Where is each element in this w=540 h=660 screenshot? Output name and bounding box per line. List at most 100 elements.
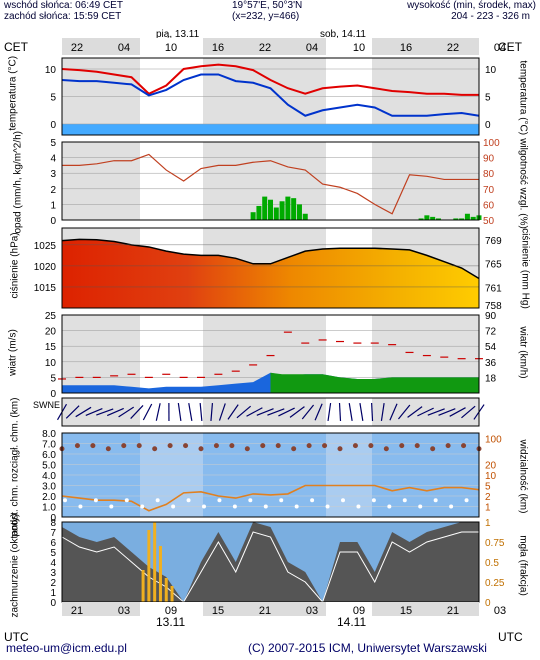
fog-ytick-0: 0 xyxy=(485,598,491,609)
cover-ytick-4: 4 xyxy=(50,558,56,569)
top-tick-2: 10 xyxy=(165,42,177,54)
cloud-dot-6 xyxy=(152,446,158,452)
cloud-ytick-4: 4.0 xyxy=(42,471,56,482)
wind-arrow-32 xyxy=(397,404,411,420)
bottom-tick-0: 21 xyxy=(71,605,83,617)
panels: 0 05 510 1001234550607080901001015102010257… xyxy=(34,57,505,609)
dir-n: N xyxy=(47,400,55,410)
panel-day-1 xyxy=(326,142,372,220)
footer-email[interactable]: meteo-um@icm.edu.pl xyxy=(6,641,127,655)
wind-arrow-5 xyxy=(106,407,124,417)
wind-arrow-2 xyxy=(75,406,92,418)
precip-bar-11 xyxy=(424,215,430,220)
cloud-dot-2 xyxy=(90,443,96,449)
wind-arrow-35 xyxy=(427,408,445,416)
top-tick-8: 22 xyxy=(447,42,459,54)
fog-bar-1 xyxy=(147,530,151,602)
pressure-mm-tick-1: 761 xyxy=(485,283,502,294)
bottom-tick-9: 03 xyxy=(494,605,506,617)
cloud-ytick-0: 0 xyxy=(50,513,56,524)
precip-bar-6 xyxy=(285,196,291,220)
utc-left: UTC xyxy=(4,630,29,644)
cloud-low-dot-12 xyxy=(248,498,253,503)
fog-ytick-2: 0.5 xyxy=(485,558,499,569)
temp-series-0 xyxy=(61,63,479,96)
cloud-low-dot-23 xyxy=(418,504,423,509)
wind-arrow-12 xyxy=(188,403,193,421)
precip-bar-12 xyxy=(430,216,436,220)
wind-arrow-23 xyxy=(301,404,315,420)
precip-bar-0 xyxy=(250,212,256,220)
cloud-low-dot-27 xyxy=(480,504,484,509)
precip-bar-15 xyxy=(459,218,465,220)
wind-frame xyxy=(61,314,480,394)
visibility-line xyxy=(61,484,480,512)
cover-ytick-1: 1 xyxy=(50,588,56,599)
temp-frame xyxy=(61,57,480,136)
cloud-ytick-1: 1.0 xyxy=(42,503,56,514)
cloud-low-dot-4 xyxy=(124,498,129,503)
humidity-ytick-4: 90 xyxy=(483,154,495,165)
cloud-ytick-3: 3.0 xyxy=(42,482,56,493)
wind-arrow-20 xyxy=(267,408,285,416)
wind-arrow-13 xyxy=(199,402,203,422)
wind-arrow-8 xyxy=(142,403,153,421)
fog-bar-5 xyxy=(170,586,174,602)
cloud-low-dot-26 xyxy=(464,498,469,503)
cloudbase-frame xyxy=(61,432,480,518)
vis-ytick-2: 5 xyxy=(485,482,491,493)
cloud-dot-19 xyxy=(352,443,358,449)
cloud-dot-23 xyxy=(414,443,420,449)
wind-arrow-18 xyxy=(246,407,263,417)
wind-arrow-19 xyxy=(256,408,274,416)
pressure-ytick-1: 1020 xyxy=(34,262,57,273)
temp-series-1 xyxy=(61,73,480,117)
bottom-tick-7: 15 xyxy=(400,605,412,617)
pressure-ytick-0: 1015 xyxy=(34,283,57,294)
pressure-ytick-2: 1025 xyxy=(34,241,57,252)
wind-arrow-36 xyxy=(438,408,456,416)
wind-arrow-24 xyxy=(314,403,323,421)
bottom-tick-4: 21 xyxy=(259,605,271,617)
bottom-day-strip xyxy=(326,602,372,632)
cover-ytick-7: 7 xyxy=(50,528,56,539)
wind-arrow-29 xyxy=(371,402,374,422)
cloud-low-dot-8 xyxy=(186,498,191,503)
bottom-tick-5: 03 xyxy=(306,605,318,617)
sunset-text: zachód słońca: 15:59 CET xyxy=(4,11,122,22)
top-tick-9: 04 xyxy=(494,42,506,54)
wind-arrow-15 xyxy=(218,403,226,421)
wind-arrow-7 xyxy=(130,405,144,419)
cloud-dot-8 xyxy=(183,443,189,449)
wind-arrow-11 xyxy=(177,403,182,421)
cloud-low-dot-10 xyxy=(217,498,222,503)
panel-day-4 xyxy=(140,398,203,426)
humidity-ytick-2: 70 xyxy=(483,185,495,196)
fog-bar-4 xyxy=(164,578,168,602)
wind-arrow-4 xyxy=(96,408,114,416)
precip-bar-9 xyxy=(302,213,308,220)
precip-ytick-0: 0 xyxy=(50,216,56,227)
utc-right: UTC xyxy=(498,630,523,644)
wind-arrow-38 xyxy=(461,405,476,419)
cover-ytick-2: 2 xyxy=(50,578,56,589)
precip-bar-10 xyxy=(418,218,424,220)
top-time-axis: 22 04 10 16 22 04 10 16 22 04 xyxy=(62,38,506,55)
wind-kmh-tick-1: 36 xyxy=(485,358,497,369)
pressure-mm-tick-0: 758 xyxy=(485,301,502,312)
cover-ytick-3: 3 xyxy=(50,568,56,579)
wind-arrow-21 xyxy=(278,407,295,417)
wind-strong-area xyxy=(270,372,479,393)
precip-ytick-4: 4 xyxy=(50,154,56,165)
precip-ytick-2: 2 xyxy=(50,185,56,196)
humidity-ytick-1: 60 xyxy=(483,200,495,211)
humidity-line xyxy=(62,153,479,215)
day1-label: pią, 13.11 xyxy=(156,29,200,40)
meteogram-chart: 0 05 510 1001234550607080901001015102010257… xyxy=(33,38,507,632)
humidity-ytick-0: 50 xyxy=(483,216,495,227)
cloud-low-dot-0 xyxy=(63,498,67,503)
cloud-dot-5 xyxy=(136,443,142,449)
day2-label: sob, 14.11 xyxy=(320,29,366,40)
humidity-ytick-3: 80 xyxy=(483,169,495,180)
cloud-low-dot-3 xyxy=(109,504,114,509)
